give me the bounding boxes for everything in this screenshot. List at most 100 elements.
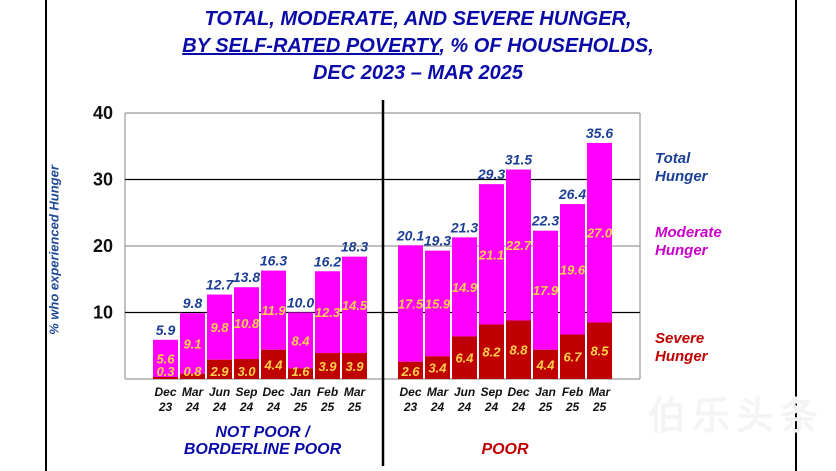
x-tick-year-poor-4: 24	[511, 400, 526, 414]
bar-severe-notpoor-3	[234, 359, 259, 379]
label-moderate-poor-4: 22.7	[505, 238, 532, 253]
label-severe-poor-4: 8.8	[509, 343, 528, 358]
label-severe-notpoor-6: 3.9	[318, 359, 337, 374]
label-total-notpoor-0: 5.9	[156, 322, 176, 338]
x-tick-year-poor-0: 23	[403, 400, 418, 414]
x-tick-year-notpoor-4: 24	[266, 400, 281, 414]
bar-severe-notpoor-2	[207, 359, 232, 379]
bar-moderate-notpoor-5	[288, 312, 313, 369]
x-tick-year-poor-2: 24	[457, 400, 472, 414]
label-moderate-poor-2: 14.9	[452, 280, 478, 295]
y-tick-label-30: 30	[93, 170, 113, 190]
label-severe-poor-5: 4.4	[535, 357, 555, 372]
label-severe-notpoor-1: 0.8	[183, 364, 202, 379]
group-label-poor-line1: POOR	[481, 441, 529, 458]
label-moderate-poor-3: 21.1	[478, 247, 504, 262]
label-severe-notpoor-7: 3.9	[345, 359, 364, 374]
bar-moderate-poor-1	[425, 250, 450, 357]
bar-moderate-poor-3	[479, 184, 504, 325]
x-tick-month-notpoor-5: Jan	[290, 385, 311, 399]
y-tick-label-10: 10	[93, 303, 113, 323]
right-border-line	[795, 0, 797, 471]
label-total-notpoor-5: 10.0	[287, 295, 314, 311]
y-tick-label-40: 40	[93, 103, 113, 123]
label-total-notpoor-6: 16.2	[314, 253, 341, 269]
bar-severe-poor-6	[560, 334, 585, 379]
group-label-not-poor-line2: BORDERLINE POOR	[183, 441, 342, 458]
label-total-notpoor-7: 18.3	[341, 239, 368, 255]
x-tick-year-poor-3: 24	[484, 400, 499, 414]
legend-total-line1: Total	[655, 150, 691, 167]
x-tick-month-poor-7: Mar	[589, 385, 612, 399]
label-severe-poor-1: 3.4	[428, 361, 447, 376]
x-tick-month-poor-2: Jun	[454, 385, 475, 399]
x-tick-month-poor-3: Sep	[480, 385, 502, 399]
legend-total-line2: Hunger	[655, 168, 708, 185]
label-total-poor-4: 31.5	[505, 152, 532, 168]
label-severe-poor-3: 8.2	[482, 345, 501, 360]
bar-moderate-notpoor-7	[342, 256, 367, 354]
bar-moderate-poor-5	[533, 230, 558, 350]
y-tick-label-20: 20	[93, 236, 113, 256]
label-severe-notpoor-5: 1.6	[291, 364, 310, 379]
label-total-notpoor-4: 16.3	[260, 253, 287, 269]
x-tick-month-notpoor-4: Dec	[262, 385, 284, 399]
x-tick-year-notpoor-0: 23	[158, 400, 173, 414]
label-moderate-notpoor-2: 9.8	[210, 320, 229, 335]
bar-severe-poor-1	[425, 356, 450, 379]
x-tick-month-poor-4: Dec	[507, 385, 529, 399]
label-moderate-notpoor-5: 8.4	[291, 333, 310, 348]
x-tick-year-notpoor-3: 24	[239, 400, 254, 414]
bar-moderate-notpoor-6	[315, 271, 340, 354]
legend-moderate-hunger: Moderate Hunger	[655, 224, 722, 260]
x-tick-year-notpoor-7: 25	[347, 400, 362, 414]
bar-severe-poor-4	[506, 320, 531, 379]
x-tick-year-notpoor-2: 24	[212, 400, 227, 414]
bar-severe-notpoor-5	[288, 368, 313, 379]
group-label-not-poor-line1: NOT POOR /	[215, 424, 310, 441]
label-total-poor-5: 22.3	[531, 213, 559, 229]
label-total-notpoor-2: 12.7	[206, 277, 234, 293]
title-line-3: DEC 2023 – MAR 2025	[312, 62, 524, 84]
bar-moderate-poor-2	[452, 237, 477, 337]
bar-severe-poor-0	[398, 361, 423, 379]
label-severe-poor-0: 2.6	[400, 364, 420, 379]
left-border-line	[45, 0, 47, 471]
x-tick-year-poor-5: 25	[538, 400, 553, 414]
x-tick-month-poor-6: Feb	[562, 385, 583, 399]
label-severe-poor-2: 6.4	[455, 351, 474, 366]
x-tick-month-notpoor-1: Mar	[182, 385, 205, 399]
bar-moderate-poor-0	[398, 245, 423, 362]
x-tick-month-notpoor-3: Sep	[235, 385, 257, 399]
title-underlined-part: BY SELF-RATED POVERTY	[182, 35, 440, 57]
label-moderate-notpoor-7: 14.5	[342, 298, 368, 313]
bar-severe-notpoor-7	[342, 353, 367, 379]
bar-severe-poor-2	[452, 336, 477, 379]
x-tick-month-poor-1: Mar	[427, 385, 450, 399]
title-line-1: TOTAL, MODERATE, AND SEVERE HUNGER,	[204, 8, 632, 30]
label-total-poor-3: 29.3	[477, 166, 505, 182]
label-moderate-notpoor-6: 12.3	[315, 305, 341, 320]
label-total-poor-7: 35.6	[586, 125, 613, 141]
label-total-poor-2: 21.3	[450, 219, 478, 235]
group-label-poor: POOR	[400, 441, 610, 458]
x-tick-year-notpoor-5: 25	[293, 400, 308, 414]
x-tick-year-poor-7: 25	[592, 400, 607, 414]
label-total-notpoor-1: 9.8	[183, 295, 203, 311]
label-moderate-poor-1: 15.9	[425, 297, 451, 312]
bar-moderate-notpoor-4	[261, 270, 286, 350]
bar-moderate-notpoor-1	[180, 313, 205, 374]
x-tick-month-notpoor-0: Dec	[154, 385, 176, 399]
bar-moderate-notpoor-0	[153, 339, 178, 378]
legend-severe-line1: Severe	[655, 330, 705, 347]
label-severe-notpoor-2: 2.9	[209, 364, 229, 379]
x-tick-month-notpoor-6: Feb	[317, 385, 338, 399]
bar-severe-poor-5	[533, 349, 558, 379]
label-moderate-poor-7: 27.0	[586, 226, 613, 241]
title-line-2-rest: , % OF HOUSEHOLDS,	[439, 35, 654, 57]
label-severe-poor-7: 8.5	[590, 344, 609, 359]
bar-severe-notpoor-6	[315, 353, 340, 379]
label-total-poor-0: 20.1	[396, 227, 424, 243]
x-tick-month-poor-5: Jan	[535, 385, 556, 399]
x-tick-year-notpoor-1: 24	[185, 400, 200, 414]
